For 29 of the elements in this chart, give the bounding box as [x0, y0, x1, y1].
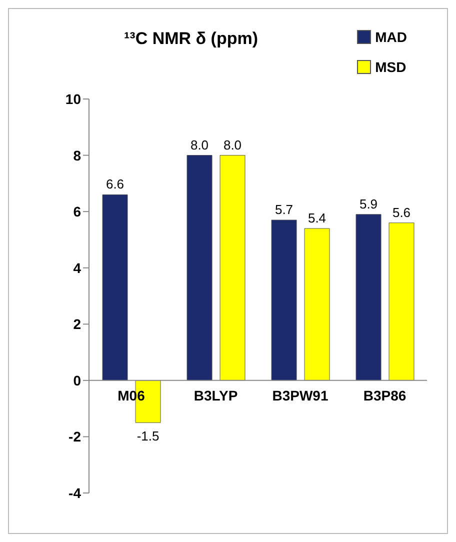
data-label: 8.0 [190, 137, 209, 152]
legend-label: MSD [374, 59, 407, 75]
data-label: -1.5 [136, 428, 160, 444]
bar [304, 228, 330, 381]
data-label: 5.7 [274, 202, 294, 218]
y-tick-label: 4 [73, 260, 82, 276]
y-tick-label: 8 [73, 147, 82, 164]
chart-title: ¹³C NMR δ (ppm) [124, 29, 258, 49]
bar [220, 155, 246, 381]
data-label: 5.6 [392, 204, 411, 220]
data-label: 5.4 [308, 210, 326, 226]
data-label: 5.9 [359, 196, 378, 212]
y-tick-label: 6 [73, 204, 82, 220]
x-tick-label: B3P86 [363, 387, 406, 404]
y-tick-label: -4 [68, 484, 82, 501]
y-tick-label: 0 [73, 372, 82, 388]
bar [271, 220, 297, 381]
data-label: 6.6 [106, 176, 124, 192]
y-tick-label: -2 [68, 428, 82, 445]
x-tick-label: B3LYP [194, 387, 238, 404]
legend-label: MAD [374, 29, 407, 45]
bar [186, 155, 212, 381]
data-label: 8.0 [223, 137, 242, 152]
bar [388, 222, 414, 381]
x-tick-label: B3PW91 [272, 387, 328, 404]
y-tick-label: 2 [73, 316, 82, 332]
y-tick-label: 10 [65, 90, 82, 107]
bar [356, 214, 382, 381]
bar [102, 194, 128, 381]
